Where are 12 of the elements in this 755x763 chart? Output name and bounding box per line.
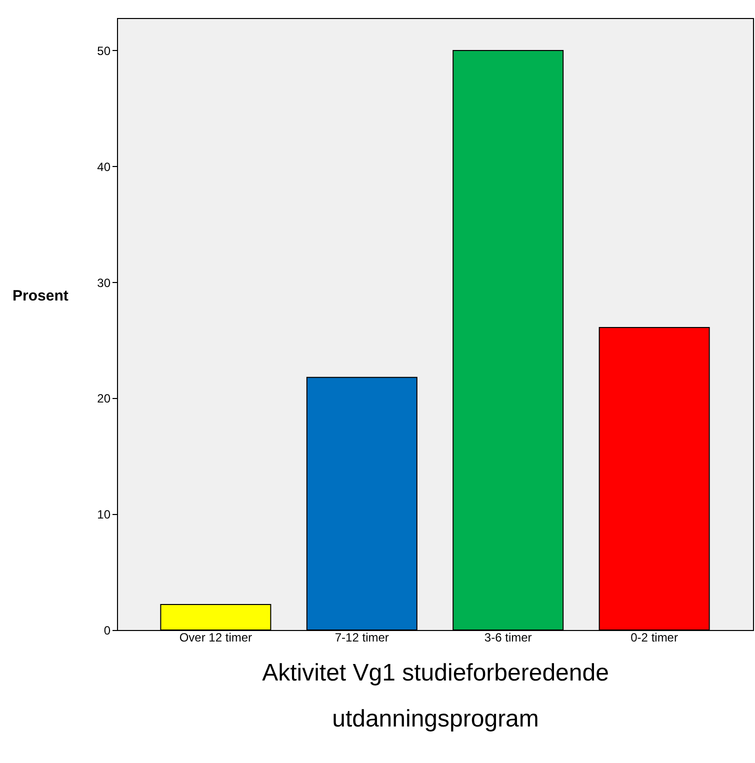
x-tick-label: 3-6 timer	[484, 630, 532, 644]
y-tick-label: 0	[104, 624, 111, 638]
y-tick-label: 50	[97, 44, 111, 58]
y-axis-title: Prosent	[12, 288, 68, 304]
x-tick-label: 0-2 timer	[630, 630, 678, 644]
y-tick-label: 40	[97, 160, 111, 174]
y-tick-label: 30	[97, 276, 111, 290]
x-axis-title: Aktivitet Vg1 studieforberedende utdanningsprogram	[262, 660, 609, 732]
y-tick-label: 10	[97, 508, 111, 522]
y-tick-label: 20	[97, 392, 111, 406]
x-tick-label: Over 12 timer	[179, 630, 252, 644]
x-tick-label: 7-12 timer	[334, 630, 389, 644]
